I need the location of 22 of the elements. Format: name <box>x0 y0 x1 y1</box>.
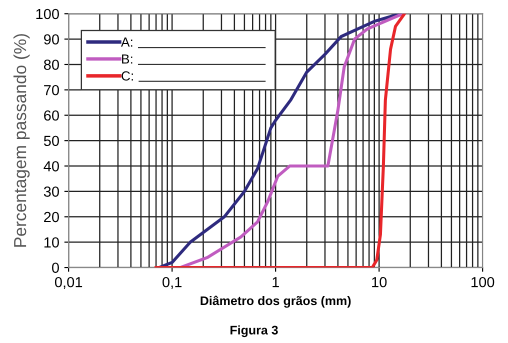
y-tick-label: 90 <box>44 34 59 45</box>
text: Figura 3 <box>230 325 278 338</box>
legend-label: A: <box>121 38 132 47</box>
legend-label: C: <box>122 71 133 81</box>
y-tick-label: 70 <box>44 84 59 96</box>
y-tick-label: 80 <box>44 60 59 70</box>
x-tick-label: 0,1 <box>162 276 182 289</box>
y-tick-label: 60 <box>44 110 59 121</box>
y-tick-label: 100 <box>36 8 59 20</box>
x-tick-label: 10 <box>372 276 387 288</box>
y-axis-title: Percentagem passando (%) <box>13 34 30 247</box>
x-tick-label: 0,01 <box>54 276 82 289</box>
y-tick-label: 10 <box>44 237 59 248</box>
y-tick-label: 30 <box>44 186 59 197</box>
y-tick-label: 40 <box>44 161 59 172</box>
x-tick-label: 1 <box>272 277 279 288</box>
y-tick-label: 50 <box>44 136 59 146</box>
x-axis-title: Diâmetro dos grãos (mm) <box>200 296 351 308</box>
y-tick-label: 0 <box>52 262 59 273</box>
y-tick-label: 20 <box>44 212 59 222</box>
legend-label: B: <box>122 54 132 64</box>
x-tick-label: 100 <box>472 276 494 288</box>
